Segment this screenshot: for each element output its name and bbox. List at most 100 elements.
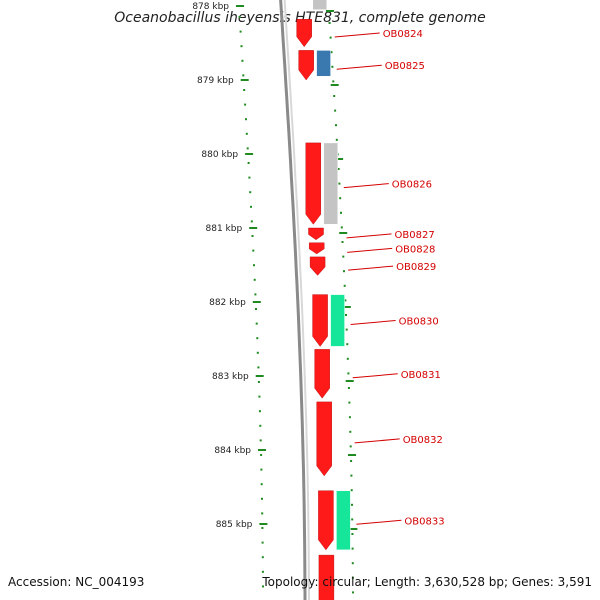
tick-label: 880 kbp (201, 150, 238, 160)
gene-arrow (312, 294, 328, 347)
tick-dot-left (253, 278, 256, 281)
major-tick-left (236, 5, 244, 7)
tick-dot-left (252, 249, 255, 252)
tick-dot-left (261, 497, 263, 500)
gene-label: OB0833 (404, 516, 444, 527)
tick-dot-right (335, 124, 337, 127)
tick-dot-left (245, 118, 247, 121)
tick-dot-right (352, 591, 354, 594)
major-tick-left (259, 523, 268, 525)
gene-arrow (298, 50, 314, 81)
tick-dot-left (259, 439, 262, 442)
major-tick-left (245, 153, 254, 155)
major-tick-left (240, 79, 249, 81)
gene-arrow (316, 401, 332, 477)
tick-dot-right (345, 314, 347, 316)
tick-label: 884 kbp (214, 446, 251, 456)
tick-dot-left (250, 220, 253, 223)
accession-label: Accession: NC_004193 (8, 575, 145, 589)
tick-dot-left (261, 512, 264, 515)
major-tick-right (339, 232, 348, 234)
tick-dot-right (335, 138, 338, 141)
feature-bar (312, 0, 328, 10)
tick-dot-right (351, 533, 354, 535)
tick-dot-left (258, 410, 261, 413)
gene-arrow (309, 256, 326, 276)
tick-dot-right (346, 343, 349, 346)
tick-dot-left (261, 570, 264, 573)
tick-dot-left (243, 89, 246, 91)
major-tick-left (252, 301, 261, 303)
gene-arrow (318, 554, 335, 600)
gene-label-line (356, 519, 402, 525)
gene-label: OB0830 (399, 317, 439, 328)
tick-dot-left (238, 16, 241, 18)
gene-arrow (305, 142, 321, 225)
feature-bar (330, 294, 345, 347)
gene-label-line (348, 265, 394, 271)
summary-label: Topology: circular; Length: 3,630,528 bp… (262, 575, 592, 589)
gene-label-line (346, 233, 392, 239)
gene-label: OB0825 (385, 61, 425, 72)
tick-dot-right (340, 211, 342, 214)
tick-dot-left (242, 74, 245, 77)
tick-dot-right (329, 36, 332, 39)
gene-label: OB0824 (383, 29, 423, 40)
gene-arrow (309, 242, 325, 255)
gene-label-line (352, 373, 398, 379)
tick-dot-right (344, 299, 347, 302)
major-tick-left (249, 227, 258, 229)
tick-dot-left (260, 483, 263, 486)
tick-dot-left (260, 454, 263, 456)
tick-dot-right (351, 562, 354, 565)
tick-label: 878 kbp (192, 2, 229, 12)
tick-dot-left (244, 103, 247, 106)
gene-label: OB0826 (392, 180, 432, 191)
tick-dot-right (351, 518, 354, 521)
tick-dot-left (261, 527, 264, 529)
major-tick-right (335, 158, 344, 160)
major-tick-right (348, 454, 356, 456)
tick-dot-right (347, 387, 350, 389)
tick-dot-right (343, 284, 346, 287)
tick-label: 879 kbp (197, 76, 234, 86)
tick-dot-left (246, 147, 249, 150)
gene-label: OB0829 (396, 262, 436, 273)
tick-dot-left (253, 264, 255, 267)
tick-dot-left (241, 59, 244, 62)
tick-dot-left (256, 337, 259, 340)
genome-backbone-inner (283, 0, 310, 600)
tick-dot-right (343, 270, 345, 273)
tick-dot-left (245, 132, 248, 135)
major-tick-right (345, 380, 354, 382)
tick-dot-left (256, 351, 259, 354)
tick-dot-left (255, 322, 258, 325)
tick-dot-right (351, 547, 354, 550)
tick-label: 881 kbp (206, 224, 243, 234)
tick-dot-right (339, 197, 342, 200)
tick-dot-right (346, 357, 349, 360)
feature-bar (316, 50, 331, 77)
tick-dot-right (345, 328, 348, 331)
tick-label: 885 kbp (216, 520, 253, 530)
gene-label-line (336, 64, 382, 70)
tick-dot-right (333, 95, 336, 97)
tick-dot-left (247, 162, 250, 164)
tick-label: 882 kbp (209, 298, 246, 308)
tick-dot-right (334, 109, 337, 112)
tick-dot-left (259, 424, 262, 427)
gene-label-line (343, 183, 389, 189)
tick-dot-right (337, 168, 340, 170)
gene-arrow (308, 227, 324, 241)
tick-dot-left (250, 205, 252, 208)
tick-dot-left (261, 541, 264, 544)
major-tick-left (255, 375, 264, 377)
gene-label-line (347, 247, 393, 253)
tick-dot-right (350, 489, 353, 492)
tick-dot-right (348, 401, 351, 404)
gene-arrow (314, 349, 330, 399)
tick-dot-right (332, 80, 335, 83)
tick-dot-left (258, 395, 261, 398)
